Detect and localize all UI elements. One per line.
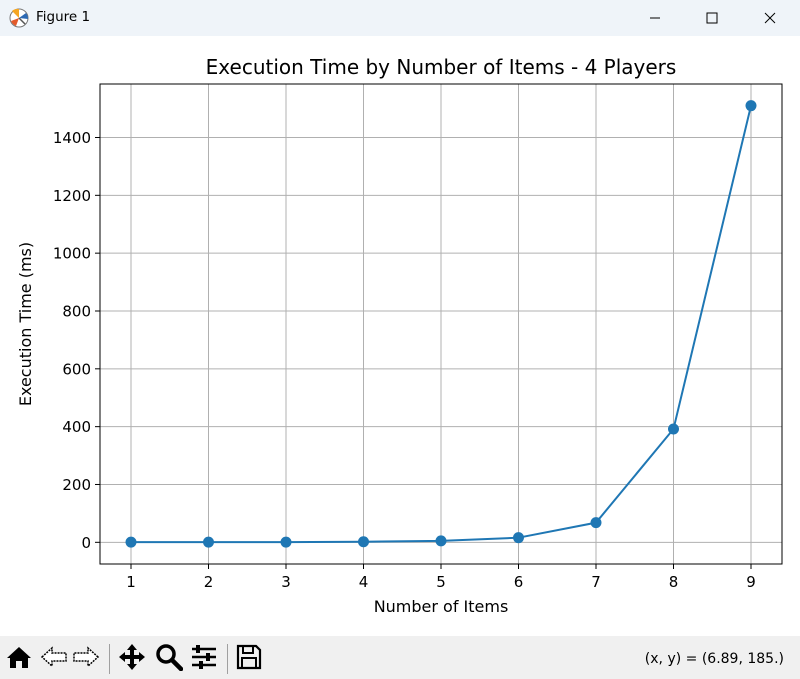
maximize-icon — [706, 12, 718, 24]
y-tick-label: 600 — [62, 360, 91, 378]
home-icon — [6, 645, 32, 673]
data-point — [125, 536, 137, 548]
x-tick-label: 2 — [204, 573, 214, 591]
y-tick-label: 1200 — [53, 187, 91, 205]
save-icon — [236, 644, 262, 674]
maximize-button[interactable] — [683, 0, 741, 36]
data-point — [745, 100, 757, 112]
y-tick-label: 1000 — [53, 245, 91, 263]
configure-subplots-icon — [190, 644, 218, 674]
navigation-toolbar: (x, y) = (6.89, 185.) — [0, 636, 800, 679]
data-point — [203, 536, 214, 548]
minimize-icon — [649, 12, 661, 24]
pan-button[interactable] — [118, 643, 146, 675]
matplotlib-icon — [8, 7, 30, 29]
y-tick-label: 200 — [62, 476, 91, 494]
y-tick-label: 400 — [62, 418, 91, 436]
close-button[interactable] — [741, 0, 799, 36]
y-axis-label: Execution Time (ms) — [16, 242, 35, 406]
x-tick-label: 9 — [746, 573, 756, 591]
x-tick-label: 1 — [126, 573, 136, 591]
line-chart: 1 2 3 4 5 6 7 8 9 0 200 400 600 800 1000 1200 1400 Exec… — [16, 55, 783, 616]
home-button[interactable] — [5, 646, 33, 672]
data-point — [513, 532, 524, 544]
x-axis-ticks: 1 2 3 4 5 6 7 8 9 — [126, 564, 756, 591]
window-title-bar: Figure 1 — [0, 0, 800, 36]
series-layer — [125, 100, 757, 548]
toolbar-separator — [109, 644, 110, 674]
forward-icon — [72, 645, 100, 673]
x-axis-label: Number of Items — [374, 597, 509, 616]
data-point — [358, 536, 369, 548]
x-tick-label: 3 — [281, 573, 291, 591]
y-tick-label: 800 — [62, 302, 91, 320]
save-button[interactable] — [235, 644, 263, 674]
data-point — [590, 517, 602, 529]
window-title: Figure 1 — [36, 9, 91, 25]
y-axis-ticks: 0 200 400 600 800 1000 1200 1400 — [53, 129, 100, 552]
grid-lines — [100, 84, 782, 564]
minimize-button[interactable] — [626, 0, 684, 36]
close-icon — [764, 12, 776, 24]
x-tick-label: 6 — [514, 573, 524, 591]
x-tick-label: 5 — [436, 573, 446, 591]
chart-title: Execution Time by Number of Items - 4 Pl… — [206, 55, 677, 79]
cursor-coordinates: (x, y) = (6.89, 185.) — [644, 651, 784, 667]
y-tick-label: 0 — [81, 534, 91, 552]
back-icon — [40, 645, 68, 673]
x-tick-label: 4 — [359, 573, 369, 591]
zoom-button[interactable] — [155, 643, 184, 675]
configure-subplots-button[interactable] — [190, 644, 218, 674]
back-button[interactable] — [40, 646, 68, 672]
y-tick-label: 1400 — [53, 129, 91, 147]
forward-button[interactable] — [72, 646, 100, 672]
figure-canvas[interactable]: 1 2 3 4 5 6 7 8 9 0 200 400 600 800 1000 1200 1400 Exec… — [0, 36, 800, 636]
zoom-icon — [155, 643, 184, 675]
data-point — [280, 536, 292, 548]
data-point — [435, 535, 447, 547]
x-tick-label: 8 — [669, 573, 679, 591]
pan-icon — [118, 643, 146, 675]
data-point — [668, 423, 679, 435]
toolbar-separator — [227, 644, 228, 674]
x-tick-label: 7 — [591, 573, 601, 591]
